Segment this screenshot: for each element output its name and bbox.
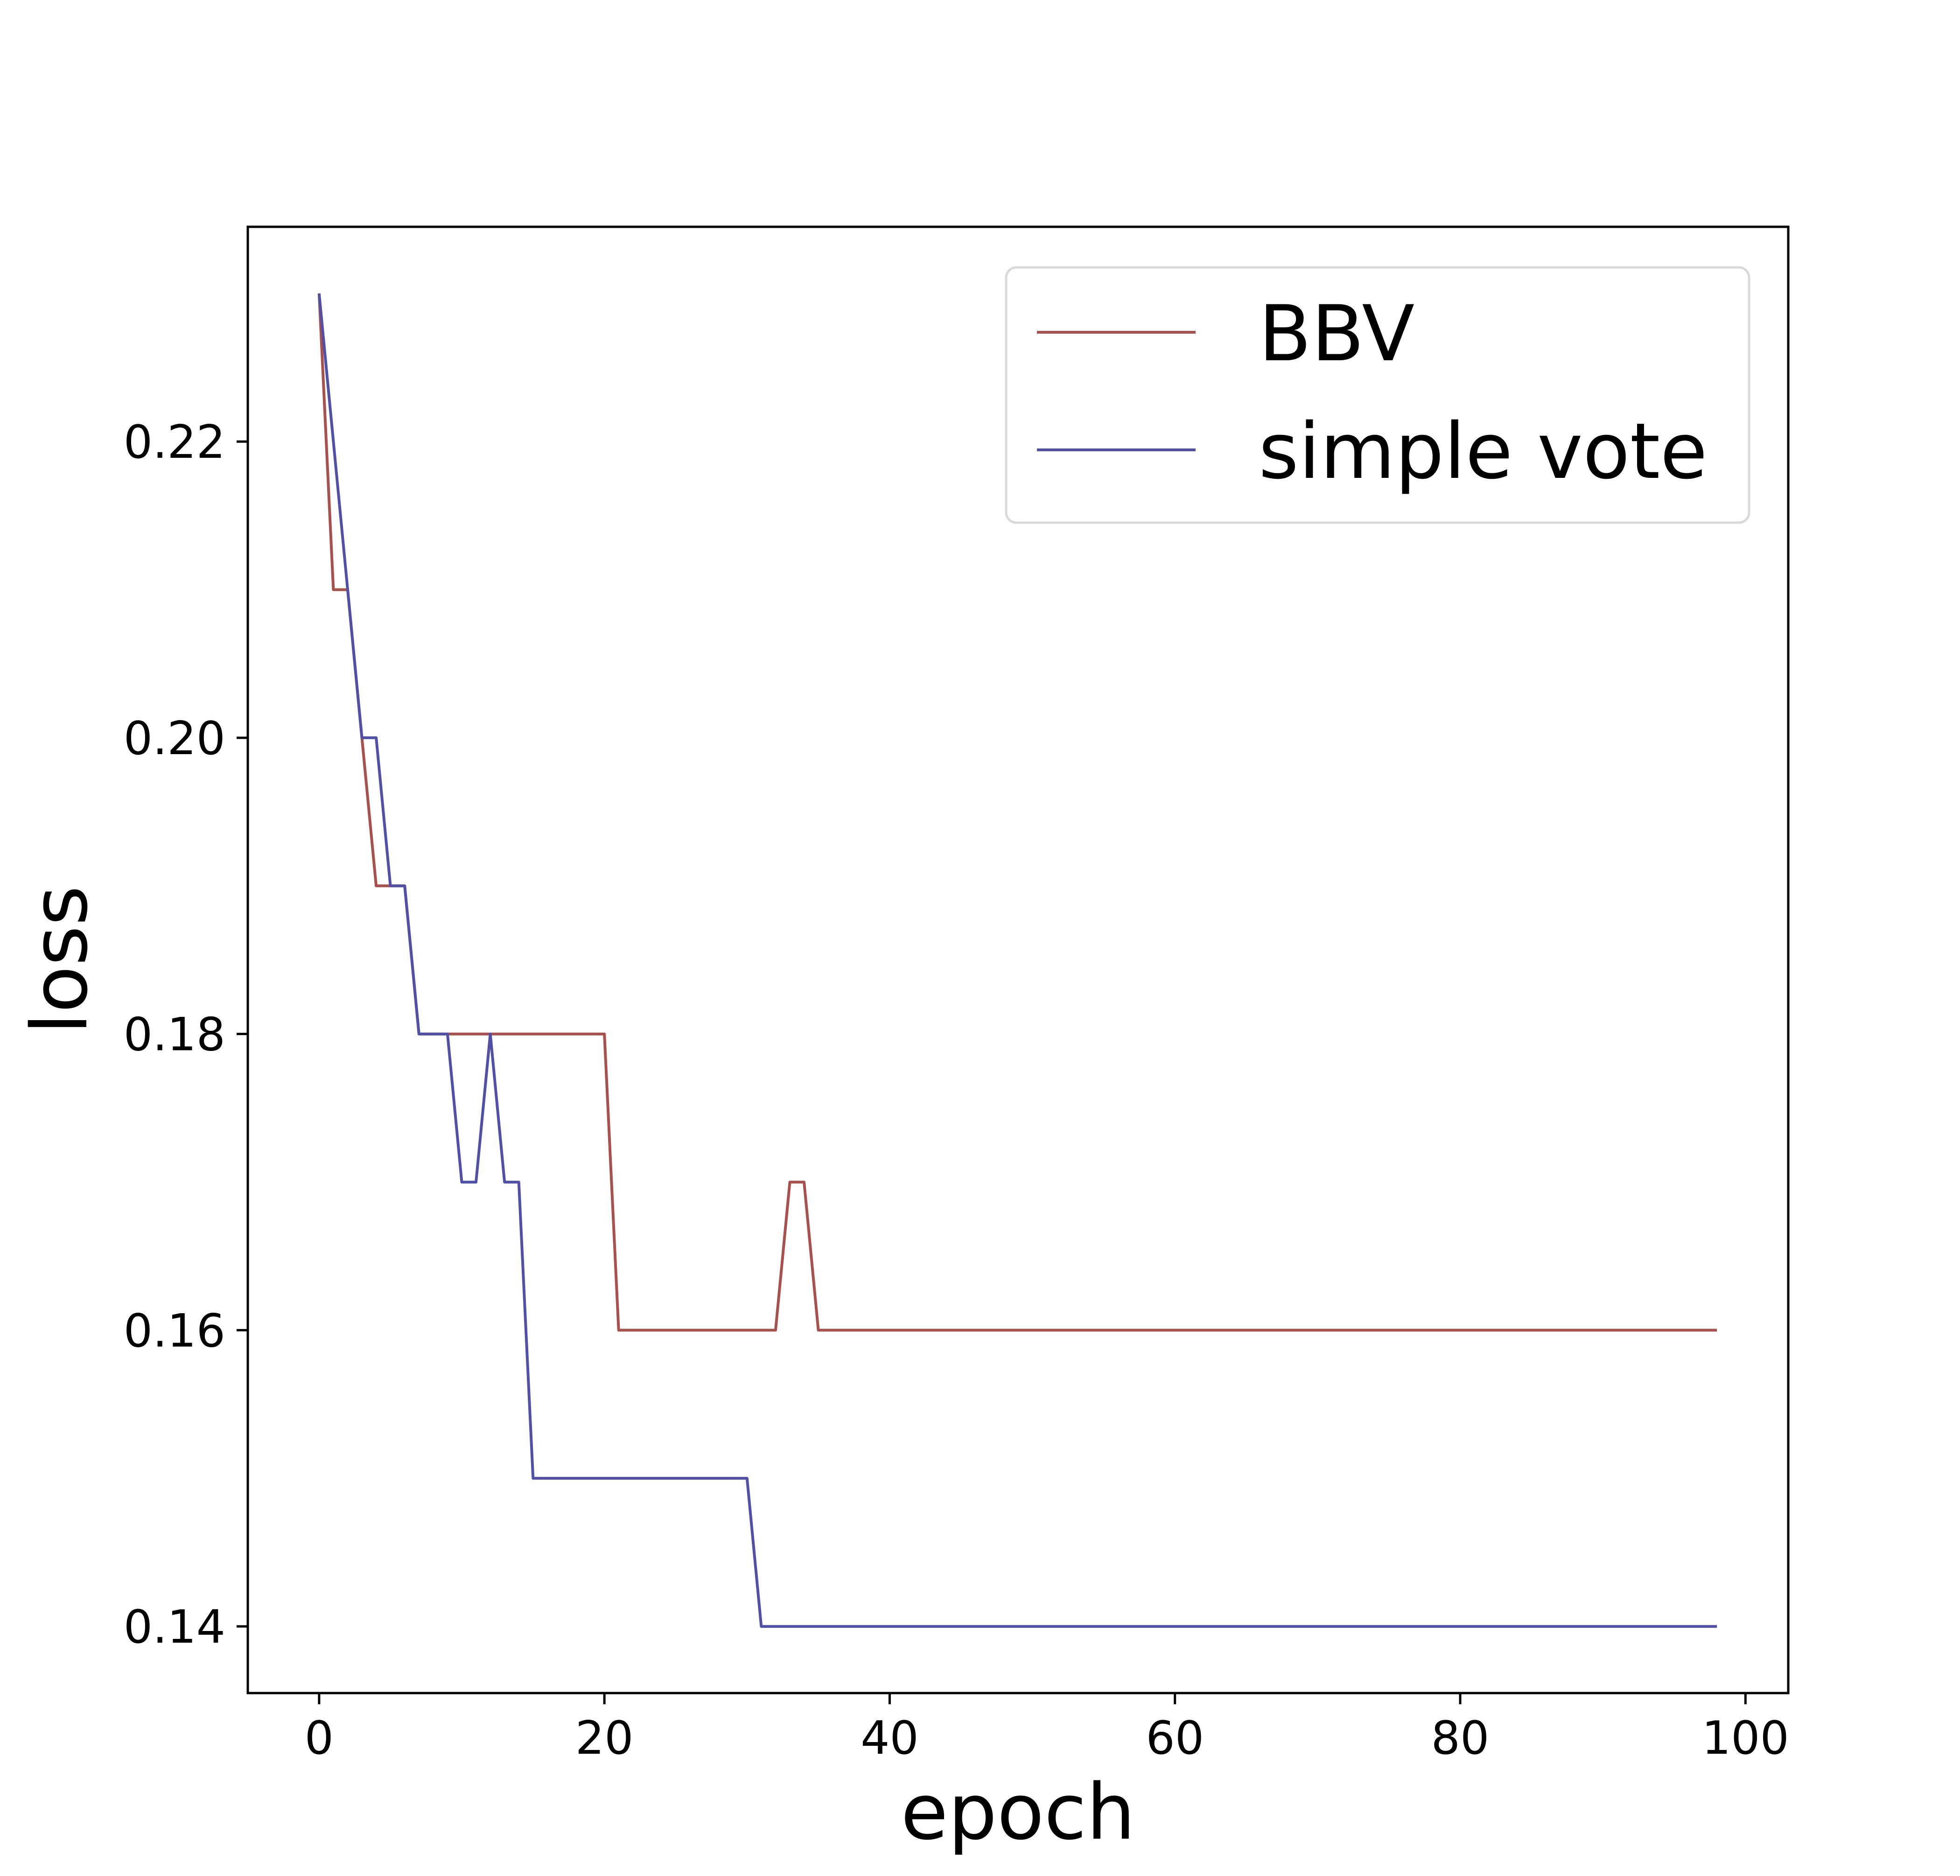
x-tick-label: 80 [1431, 1712, 1490, 1765]
x-axis-label: epoch [901, 1767, 1135, 1857]
y-tick-label: 0.22 [124, 416, 225, 469]
y-tick-label: 0.16 [124, 1304, 225, 1358]
x-tick-label: 100 [1702, 1712, 1789, 1765]
y-tick-label: 0.20 [124, 712, 225, 765]
series-line-0 [317, 293, 1717, 1332]
x-tick-label: 40 [861, 1712, 919, 1765]
ticks-layer: 0 20 40 60 80 100 0.14 0.16 0.18 0.20 0.22 [124, 416, 1789, 1765]
series-line-1 [317, 293, 1717, 1628]
legend: BBV simple vote [1005, 266, 1750, 524]
y-tick-label: 0.14 [124, 1601, 225, 1654]
series-layer [317, 293, 1717, 1628]
legend-label-0: BBV [1259, 289, 1414, 378]
x-tick-label: 0 [305, 1712, 334, 1765]
x-tick-label: 20 [575, 1712, 634, 1765]
y-axis-label: loss [15, 886, 105, 1035]
legend-label-1: simple vote [1259, 406, 1708, 496]
x-tick-label: 60 [1146, 1712, 1204, 1765]
plot-frame [246, 225, 1790, 1694]
legend-items: BBV simple vote [1037, 289, 1708, 496]
y-tick-label: 0.18 [124, 1008, 225, 1062]
